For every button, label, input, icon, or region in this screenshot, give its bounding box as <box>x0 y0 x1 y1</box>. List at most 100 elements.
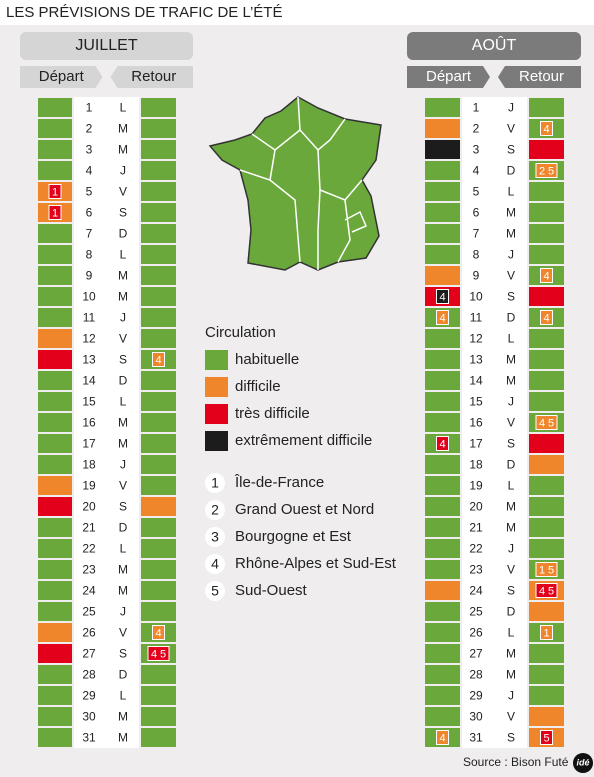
weekday: M <box>118 731 128 745</box>
region-number: 2 <box>211 502 219 518</box>
retour-cell <box>141 686 176 705</box>
depart-cell <box>38 434 72 453</box>
depart-arrow <box>20 66 103 88</box>
retour-cell <box>141 602 176 621</box>
day-number: 23 <box>82 563 96 577</box>
day-number: 25 <box>469 605 483 619</box>
region-label: Rhône-Alpes et Sud-Est <box>235 555 397 572</box>
day-number: 9 <box>473 269 480 283</box>
badge-region-number: 5 <box>543 732 549 744</box>
depart-cell <box>425 665 460 684</box>
weekday: M <box>118 437 128 451</box>
weekday: D <box>507 164 516 178</box>
region-label: Île-de-France <box>234 474 324 491</box>
month-name: AOÛT <box>472 35 517 54</box>
region-badge <box>535 583 558 598</box>
region-badge <box>540 730 553 745</box>
weekday: S <box>119 206 127 220</box>
depart-cell <box>425 497 460 516</box>
weekday: V <box>507 416 515 430</box>
day-number: 6 <box>473 206 480 220</box>
day-number: 20 <box>469 500 483 514</box>
region-label: Sud-Ouest <box>235 582 308 599</box>
day-number: 7 <box>86 227 93 241</box>
day-number: 1 <box>86 101 93 115</box>
day-number: 2 <box>473 122 480 136</box>
depart-cell <box>425 98 460 117</box>
retour-cell <box>529 644 564 663</box>
day-number: 5 <box>86 185 93 199</box>
depart-cell <box>38 707 72 726</box>
depart-arrow <box>407 66 490 88</box>
day-column <box>74 97 139 748</box>
day-number: 14 <box>469 374 483 388</box>
badge-region-number: 4 <box>151 648 157 660</box>
weekday: D <box>507 605 516 619</box>
france-map <box>208 96 382 271</box>
day-number: 11 <box>470 311 483 325</box>
badge-region-number: 5 <box>548 585 554 597</box>
weekday: M <box>118 710 128 724</box>
weekday: S <box>119 647 127 661</box>
retour-cell <box>529 329 564 348</box>
weekday: M <box>118 269 128 283</box>
weekday: V <box>119 626 127 640</box>
weekday: S <box>507 437 515 451</box>
legend-swatch <box>205 377 228 397</box>
weekday: J <box>508 542 514 556</box>
depart-cell <box>425 707 460 726</box>
retour-cell <box>141 539 176 558</box>
depart-cell <box>38 266 72 285</box>
legend-label: difficile <box>235 378 281 395</box>
day-number: 13 <box>82 353 96 367</box>
retour-cell <box>141 161 176 180</box>
region-badge <box>152 625 165 640</box>
retour-cell <box>141 98 176 117</box>
retour-cell <box>529 245 564 264</box>
badge-region-number: 4 <box>439 291 445 303</box>
weekday: J <box>508 248 514 262</box>
badge-region-number: 4 <box>155 354 161 366</box>
weekday: M <box>118 416 128 430</box>
day-number: 26 <box>469 626 483 640</box>
badge-region-number: 5 <box>548 165 554 177</box>
day-number: 31 <box>82 731 96 745</box>
retour-cell <box>141 665 176 684</box>
depart-cell <box>38 245 72 264</box>
depart-cell <box>425 140 460 159</box>
day-number: 19 <box>82 479 96 493</box>
day-number: 16 <box>469 416 483 430</box>
day-number: 26 <box>82 626 96 640</box>
badge-region-number: 1 <box>543 627 549 639</box>
retour-cell <box>529 476 564 495</box>
retour-cell <box>141 560 176 579</box>
day-number: 23 <box>469 563 483 577</box>
day-number: 15 <box>82 395 96 409</box>
depart-cell <box>38 560 72 579</box>
weekday: J <box>508 689 514 703</box>
retour-cell <box>529 497 564 516</box>
depart-cell <box>38 224 72 243</box>
depart-cell <box>425 350 460 369</box>
day-number: 30 <box>469 710 483 724</box>
weekday: V <box>119 479 127 493</box>
badge-region-number: 4 <box>439 732 445 744</box>
weekday: V <box>507 122 515 136</box>
day-number: 18 <box>82 458 96 472</box>
region-badge <box>48 205 62 220</box>
weekday: M <box>118 143 128 157</box>
day-number: 19 <box>469 479 483 493</box>
depart-cell <box>38 350 72 369</box>
retour-cell <box>529 602 564 621</box>
day-number: 3 <box>473 143 480 157</box>
weekday: M <box>506 353 516 367</box>
day-column <box>462 97 527 748</box>
depart-cell <box>425 560 460 579</box>
legend-swatch <box>205 431 228 451</box>
region-badge <box>535 415 558 430</box>
retour-cell <box>529 539 564 558</box>
depart-cell <box>38 644 72 663</box>
day-number: 31 <box>469 731 483 745</box>
region-number: 1 <box>211 475 219 491</box>
